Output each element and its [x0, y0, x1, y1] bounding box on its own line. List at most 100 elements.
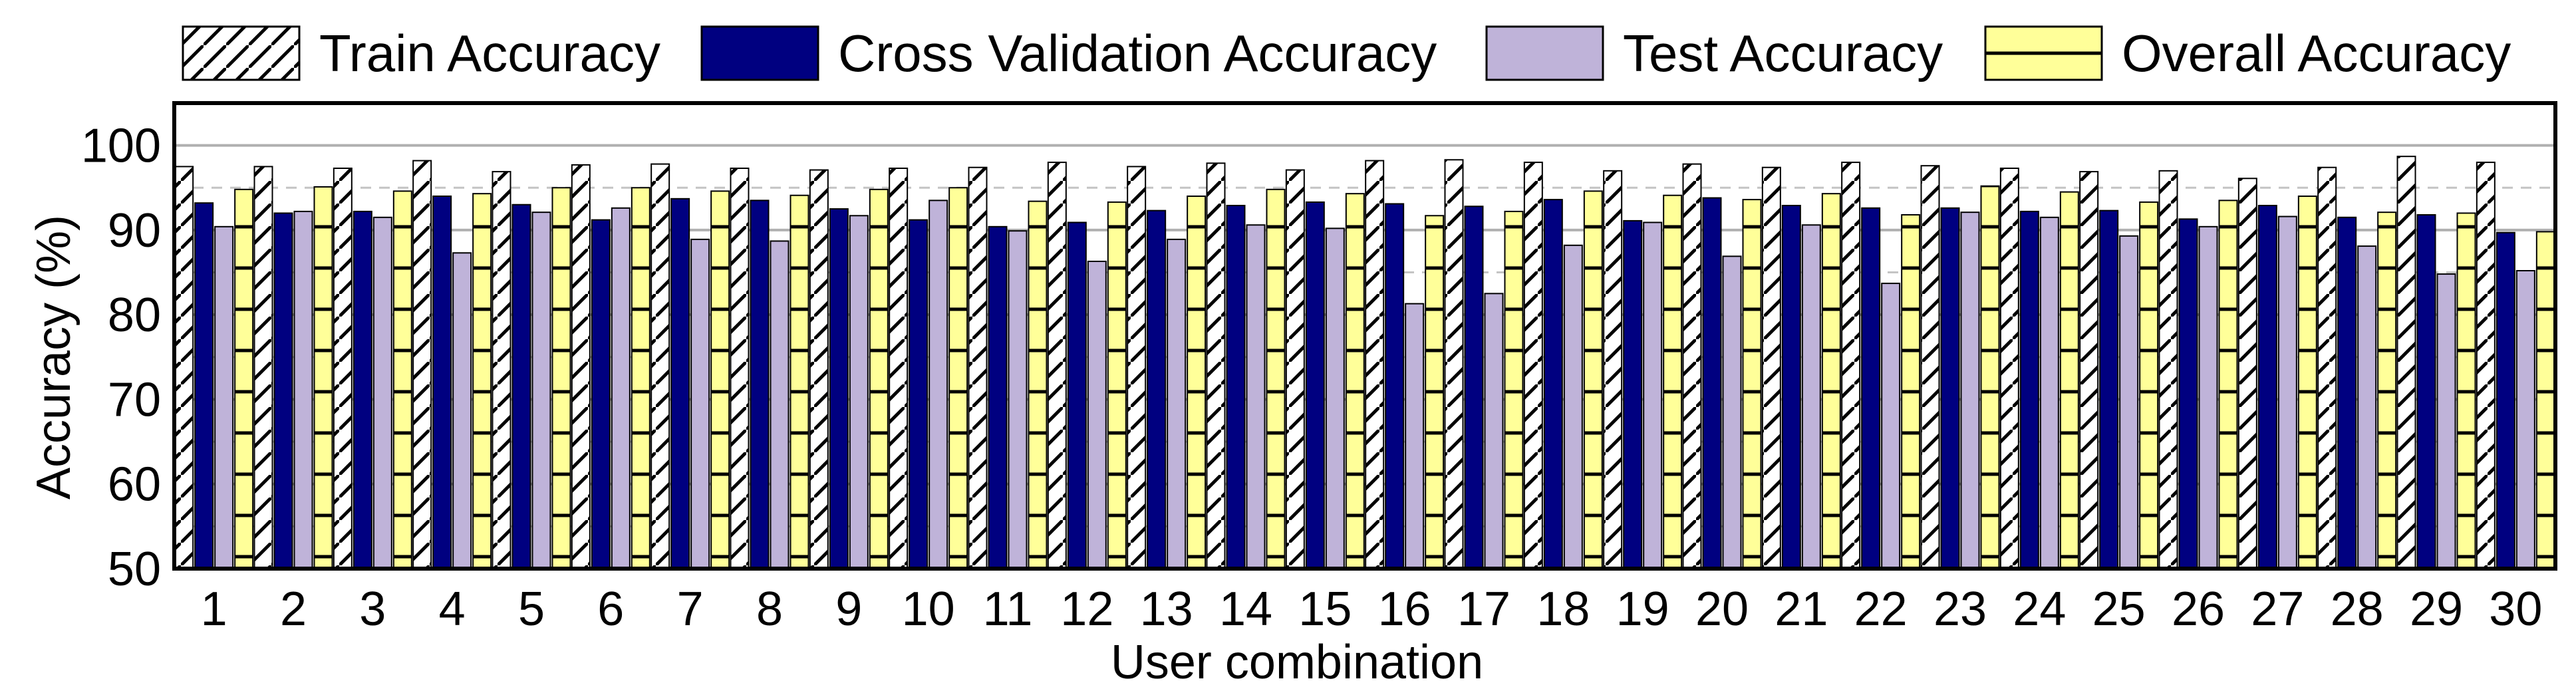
bar-overall-accuracy-stripes	[2378, 212, 2396, 569]
bar-train-accuracy	[1841, 162, 1861, 570]
bar-train-accuracy	[2396, 156, 2416, 569]
x-axis: 1 2 3 4 5 6 7 8 9 10 11 12 13 14 15 16 17 18 19 20 21 22 23 24 2…	[201, 583, 2543, 636]
bar-train-accuracy	[650, 163, 670, 570]
y-tick-label: 70	[108, 373, 161, 426]
x-tick-label: 1	[201, 583, 227, 636]
x-tick-label: 27	[2251, 583, 2304, 636]
x-tick-label: 25	[2092, 583, 2146, 636]
y-tick-label: 80	[108, 289, 161, 342]
x-tick-label: 4	[439, 583, 466, 636]
bar-overall-accuracy-stripes	[2457, 213, 2476, 569]
bar-cross-validation-accuracy	[909, 219, 929, 569]
bar-cross-validation-accuracy	[194, 202, 214, 569]
x-tick-label: 23	[1933, 583, 1987, 636]
bar-cross-validation-accuracy	[670, 198, 690, 569]
x-tick-label: 5	[518, 583, 545, 636]
bar-test-accuracy	[1722, 255, 1742, 569]
bar-overall-accuracy-stripes	[711, 191, 730, 569]
bar-train-accuracy	[968, 166, 988, 569]
bar-overall-accuracy-stripes	[2536, 231, 2555, 569]
x-tick-label: 15	[1298, 583, 1352, 636]
bar-cross-validation-accuracy	[1623, 219, 1643, 569]
bar-overall-accuracy-stripes	[1187, 196, 1206, 569]
bar-cross-validation-accuracy	[2416, 214, 2436, 569]
bar-cross-validation-accuracy	[1226, 205, 1246, 569]
bar-overall-accuracy-stripes	[1504, 211, 1523, 569]
x-tick-label: 8	[756, 583, 783, 636]
legend-label: Test Accuracy	[1623, 24, 1943, 82]
bar-test-accuracy	[2515, 270, 2535, 569]
bar-test-accuracy	[2277, 215, 2297, 569]
bar-train-accuracy	[174, 166, 194, 570]
bar-cross-validation-accuracy	[353, 210, 372, 569]
bar-cross-validation-accuracy	[1385, 203, 1405, 570]
x-tick-label: 21	[1775, 583, 1828, 636]
bar-cross-validation-accuracy	[2337, 216, 2357, 569]
bar-train-accuracy	[1444, 159, 1464, 570]
bar-cross-validation-accuracy	[829, 208, 849, 570]
bar-test-accuracy	[452, 252, 472, 569]
x-tick-label: 29	[2410, 583, 2463, 636]
bar-test-accuracy	[2436, 273, 2456, 569]
bar-test-accuracy	[1643, 221, 1663, 570]
bar-test-accuracy	[1167, 238, 1187, 569]
bar-overall-accuracy-stripes	[235, 189, 253, 569]
bar-overall-accuracy-stripes	[1028, 201, 1047, 569]
bar-test-accuracy	[2119, 235, 2139, 569]
bar-overall-accuracy-stripes	[869, 189, 888, 569]
bar-train-accuracy	[2317, 166, 2337, 569]
bar-overall-accuracy-stripes	[1266, 189, 1285, 569]
bar-cross-validation-accuracy	[1940, 207, 1960, 569]
legend-label: Train Accuracy	[319, 24, 660, 82]
bar-test-accuracy	[1881, 283, 1901, 569]
bar-train-accuracy	[1127, 166, 1147, 570]
bar-test-accuracy	[2357, 245, 2377, 569]
legend-label: Cross Validation Accuracy	[838, 24, 1437, 82]
bar-cross-validation-accuracy	[2019, 210, 2039, 569]
bar-overall-accuracy-stripes	[2140, 202, 2158, 569]
bar-train-accuracy	[1523, 162, 1543, 570]
gridlines	[174, 144, 2555, 527]
bar-cross-validation-accuracy	[273, 212, 293, 570]
x-tick-label: 14	[1219, 583, 1272, 636]
bar-cross-validation-accuracy	[1147, 209, 1167, 569]
x-tick-label: 3	[359, 583, 386, 636]
bar-train-accuracy	[1682, 163, 1702, 570]
legend-label: Overall Accuracy	[2122, 24, 2511, 82]
bar-test-accuracy	[929, 200, 948, 569]
x-tick-label: 16	[1378, 583, 1431, 636]
bar-test-accuracy	[1325, 227, 1345, 569]
bar-train-accuracy	[2237, 178, 2257, 570]
bar-train-accuracy	[412, 160, 432, 569]
bar-overall-accuracy-stripes	[949, 188, 968, 569]
bar-train-accuracy	[1047, 162, 1067, 570]
x-tick-label: 2	[280, 583, 307, 636]
x-tick-label: 19	[1616, 583, 1669, 636]
bar-overall-accuracy-stripes	[1902, 215, 1920, 569]
bar-overall-accuracy-stripes	[1822, 194, 1840, 569]
bar-test-accuracy	[372, 216, 392, 569]
x-tick-label: 18	[1536, 583, 1590, 636]
bar-train-accuracy	[571, 164, 591, 569]
bar-overall-accuracy-stripes	[1663, 195, 1682, 569]
bar-test-accuracy	[1563, 244, 1583, 569]
bar-train-accuracy	[1761, 166, 1781, 569]
y-tick-label: 50	[108, 543, 161, 596]
bar-overall-accuracy-stripes	[1584, 191, 1602, 569]
x-tick-label: 13	[1140, 583, 1193, 636]
bar-overall-accuracy-stripes	[2060, 192, 2078, 569]
bar-train-accuracy	[1365, 160, 1385, 569]
bars-group	[174, 156, 2555, 570]
bar-cross-validation-accuracy	[2099, 209, 2119, 569]
plot-frame	[172, 101, 2557, 571]
legend-swatch-train-accuracy	[182, 25, 301, 81]
legend-swatch-cross-validation-accuracy	[700, 25, 819, 81]
bar-cross-validation-accuracy	[1543, 199, 1563, 570]
bar-test-accuracy	[770, 240, 789, 569]
bar-cross-validation-accuracy	[2257, 205, 2277, 569]
bar-overall-accuracy-stripes	[552, 188, 571, 569]
y-axis-title: Accuracy (%)	[27, 215, 80, 499]
bar-cross-validation-accuracy	[1067, 221, 1087, 570]
x-tick-label: 17	[1457, 583, 1510, 636]
bar-train-accuracy	[809, 169, 829, 569]
